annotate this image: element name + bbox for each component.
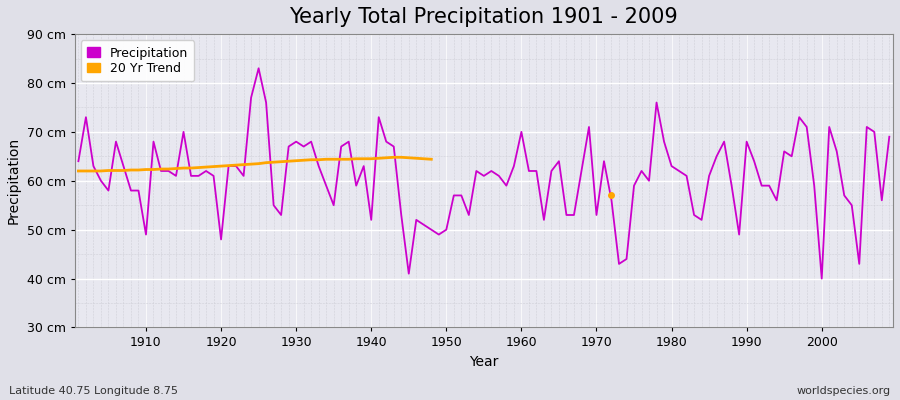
20 Yr Trend xyxy=(148,167,159,172)
20 Yr Trend xyxy=(230,163,241,168)
Precipitation xyxy=(306,139,317,144)
20 Yr Trend xyxy=(275,159,286,164)
20 Yr Trend xyxy=(306,157,317,162)
Title: Yearly Total Precipitation 1901 - 2009: Yearly Total Precipitation 1901 - 2009 xyxy=(290,7,679,27)
20 Yr Trend xyxy=(268,160,279,164)
20 Yr Trend xyxy=(80,168,91,173)
20 Yr Trend xyxy=(253,161,264,166)
20 Yr Trend xyxy=(95,168,106,173)
20 Yr Trend xyxy=(246,162,256,166)
20 Yr Trend xyxy=(374,156,384,161)
20 Yr Trend xyxy=(133,168,144,172)
20 Yr Trend xyxy=(313,157,324,162)
20 Yr Trend xyxy=(358,156,369,161)
20 Yr Trend xyxy=(403,155,414,160)
Precipitation xyxy=(351,183,362,188)
20 Yr Trend xyxy=(365,156,376,161)
Precipitation xyxy=(516,130,526,134)
Y-axis label: Precipitation: Precipitation xyxy=(7,137,21,224)
20 Yr Trend xyxy=(163,167,174,172)
20 Yr Trend xyxy=(320,157,331,162)
Precipitation xyxy=(253,66,264,71)
20 Yr Trend xyxy=(103,168,113,173)
Text: Latitude 40.75 Longitude 8.75: Latitude 40.75 Longitude 8.75 xyxy=(9,386,178,396)
Line: 20 Yr Trend: 20 Yr Trend xyxy=(78,157,431,171)
20 Yr Trend xyxy=(208,164,219,169)
20 Yr Trend xyxy=(178,166,189,170)
20 Yr Trend xyxy=(111,168,122,173)
20 Yr Trend xyxy=(261,160,272,165)
20 Yr Trend xyxy=(126,168,137,172)
20 Yr Trend xyxy=(223,163,234,168)
Legend: Precipitation, 20 Yr Trend: Precipitation, 20 Yr Trend xyxy=(81,40,194,81)
Precipitation xyxy=(614,262,625,266)
20 Yr Trend xyxy=(336,157,346,162)
20 Yr Trend xyxy=(418,156,429,161)
20 Yr Trend xyxy=(73,168,84,173)
Precipitation xyxy=(524,168,535,173)
20 Yr Trend xyxy=(156,167,166,172)
20 Yr Trend xyxy=(426,157,436,162)
20 Yr Trend xyxy=(328,157,339,162)
Precipitation xyxy=(133,188,144,193)
20 Yr Trend xyxy=(171,166,182,171)
20 Yr Trend xyxy=(381,155,392,160)
20 Yr Trend xyxy=(343,157,354,162)
20 Yr Trend xyxy=(351,156,362,161)
20 Yr Trend xyxy=(201,165,212,170)
20 Yr Trend xyxy=(238,162,249,167)
20 Yr Trend xyxy=(291,158,302,163)
20 Yr Trend xyxy=(298,158,309,163)
20 Yr Trend xyxy=(118,168,129,173)
Precipitation xyxy=(73,159,84,164)
Precipitation xyxy=(816,276,827,281)
20 Yr Trend xyxy=(216,164,227,168)
X-axis label: Year: Year xyxy=(469,355,499,369)
20 Yr Trend xyxy=(411,156,422,161)
20 Yr Trend xyxy=(389,155,400,160)
20 Yr Trend xyxy=(185,166,196,170)
20 Yr Trend xyxy=(140,167,151,172)
20 Yr Trend xyxy=(194,165,204,170)
Precipitation xyxy=(884,134,895,139)
Line: Precipitation: Precipitation xyxy=(78,68,889,278)
20 Yr Trend xyxy=(284,159,294,164)
Text: worldspecies.org: worldspecies.org xyxy=(796,386,891,396)
20 Yr Trend xyxy=(396,155,407,160)
20 Yr Trend xyxy=(88,168,99,173)
